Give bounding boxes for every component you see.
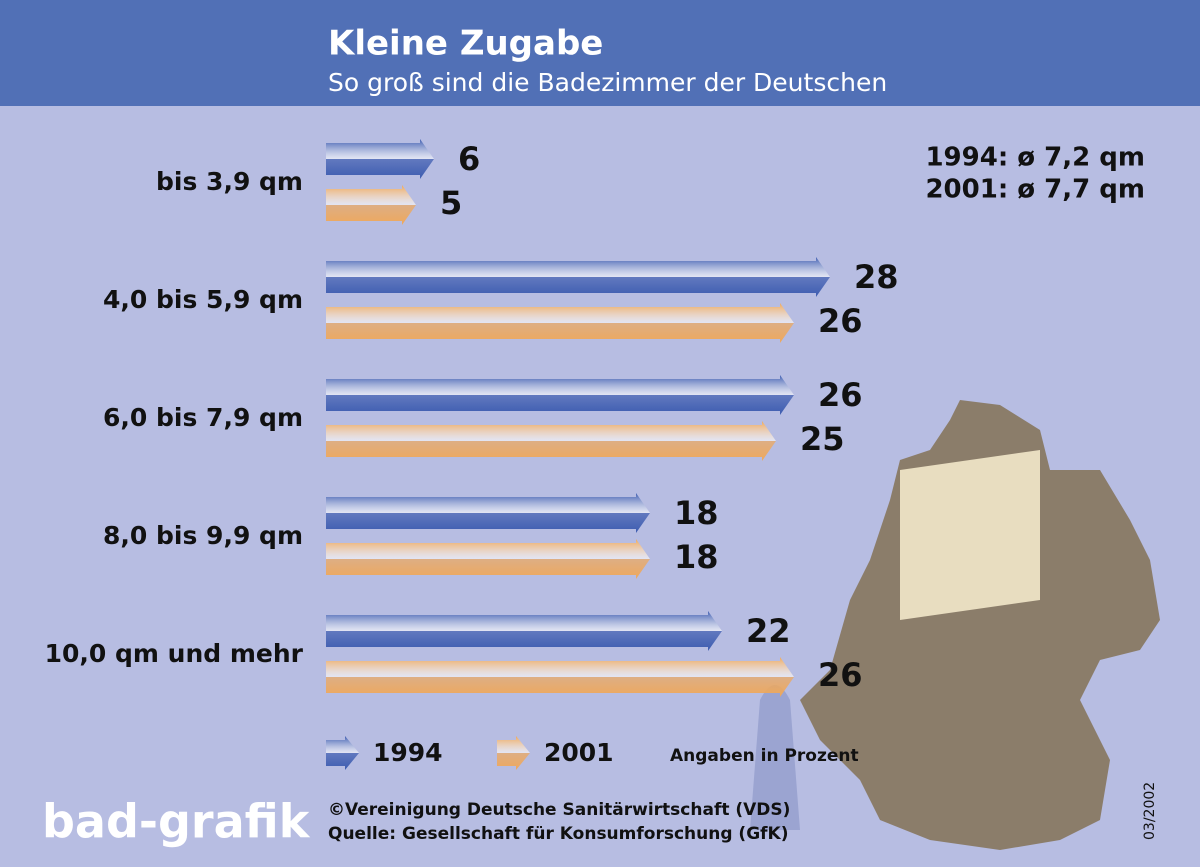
value-label: 26: [818, 302, 863, 340]
category-label: bis 3,9 qm: [156, 167, 303, 196]
legend-swatch: [497, 736, 530, 770]
bar: [326, 257, 830, 297]
value-label: 22: [746, 612, 791, 650]
bar: [326, 185, 416, 225]
legend-swatch: [326, 736, 359, 770]
value-label: 28: [854, 258, 899, 296]
bar: [326, 139, 434, 179]
value-label: 26: [818, 376, 863, 414]
header-band: [0, 0, 1200, 106]
bar: [326, 493, 650, 533]
source: ©Vereinigung Deutsche Sanitärwirtschaft …: [328, 800, 790, 820]
bar: [326, 539, 650, 579]
value-label: 6: [458, 140, 480, 178]
photo-wall: [900, 450, 1040, 620]
value-label: 26: [818, 656, 863, 694]
category-label: 6,0 bis 7,9 qm: [103, 403, 303, 432]
bar: [326, 657, 794, 697]
bar: [326, 611, 722, 651]
map-photo: [800, 400, 1160, 850]
logo: bad-grafik: [42, 795, 311, 849]
annotation: 1994: ø 7,2 qm: [925, 143, 1145, 173]
annotation: 2001: ø 7,7 qm: [925, 175, 1145, 205]
value-label: 18: [674, 538, 719, 576]
unit-note: Angaben in Prozent: [670, 746, 859, 766]
date: 03/2002: [1142, 782, 1158, 840]
value-label: 25: [800, 420, 845, 458]
category-label: 4,0 bis 5,9 qm: [103, 285, 303, 314]
category-label: 10,0 qm und mehr: [45, 639, 304, 668]
source: Quelle: Gesellschaft für Konsumforschung…: [328, 824, 789, 844]
bar: [326, 421, 776, 461]
value-label: 18: [674, 494, 719, 532]
value-label: 5: [440, 184, 462, 222]
silhouette: [750, 685, 800, 830]
bar: [326, 303, 794, 343]
chart-title: Kleine Zugabe: [328, 24, 603, 64]
chart-subtitle: So groß sind die Badezimmer der Deutsche…: [328, 68, 887, 97]
category-label: 8,0 bis 9,9 qm: [103, 521, 303, 550]
legend-label: 1994: [373, 738, 443, 767]
legend-label: 2001: [544, 738, 614, 767]
bar: [326, 375, 794, 415]
